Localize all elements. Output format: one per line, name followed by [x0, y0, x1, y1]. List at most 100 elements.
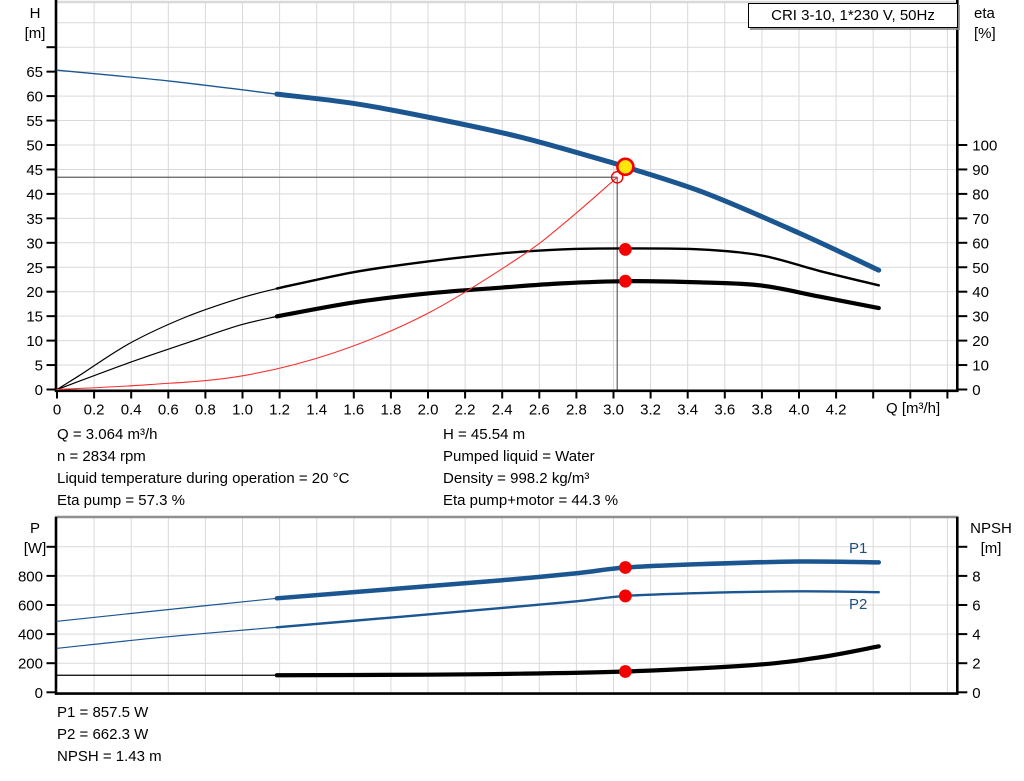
x-axis-title-flow: Q [m³/h]	[886, 400, 941, 417]
tick-label-x: 1.6	[343, 402, 364, 419]
tick-label-x: 0.4	[121, 402, 142, 419]
tick-label-left: 0	[35, 685, 43, 702]
power-axis-unit: [W]	[23, 540, 47, 557]
tick-label-x: 4.2	[826, 402, 847, 419]
eta-axis-symbol: eta	[974, 5, 995, 22]
curve-eta-pump-motor-curve-ext	[56, 315, 278, 391]
info-p2: P2 = 662.3 W	[57, 726, 149, 743]
tick-label-right: 90	[972, 162, 989, 179]
tick-label-right: 40	[972, 284, 989, 301]
curve-eta-pump-motor-curve	[274, 279, 881, 319]
tick-label-x: 2.2	[455, 402, 476, 419]
curve-p1-curve-ext	[56, 597, 278, 622]
tick-label-x: 4.0	[789, 402, 810, 419]
tick-label-left: 0	[35, 382, 43, 399]
head-axis-symbol: H	[29, 5, 41, 22]
tick-label-right: 0	[972, 685, 980, 702]
p1-curve-label: P1	[849, 540, 868, 557]
p1-point-marker[interactable]	[618, 561, 632, 574]
tick-label-x: 3.4	[677, 402, 698, 419]
tick-label-left: 800	[18, 568, 43, 585]
tick-label-x: 3.0	[603, 402, 624, 419]
info-eta-total: Eta pump+motor = 44.3 %	[443, 492, 619, 509]
tick-label-x: 1.8	[380, 402, 401, 419]
tick-label-left: 5	[35, 358, 43, 375]
tick-label-left: 45	[26, 162, 43, 179]
tick-label-left: 65	[26, 64, 43, 81]
y-left-axis-title-head: H [m]	[17, 4, 53, 44]
tick-label-left: 400	[18, 627, 43, 644]
tick-label-left: 15	[26, 309, 43, 326]
y-right-axis-title-eta: eta [%]	[974, 4, 1018, 44]
tick-label-left: 50	[26, 138, 43, 155]
p2-curve-label: P2	[849, 596, 868, 613]
curve-eta-pump-curve	[275, 247, 880, 290]
curve-npsh-curve	[274, 644, 881, 678]
tick-label-left: 20	[26, 284, 43, 301]
tick-label-x: 0.8	[195, 402, 216, 419]
info-temperature: Liquid temperature during operation = 20…	[57, 470, 350, 487]
info-eta-pump: Eta pump = 57.3 %	[57, 492, 185, 509]
tick-label-right: 30	[972, 309, 989, 326]
info-npsh: NPSH = 1.43 m	[57, 748, 162, 765]
tick-label-x: 3.6	[714, 402, 735, 419]
npsh-point-marker[interactable]	[618, 665, 632, 678]
y-left-axis-title-power: P [W]	[17, 519, 53, 559]
tick-label-x: 0.6	[158, 402, 179, 419]
tick-label-x: 1.2	[269, 402, 290, 419]
info-flow: Q = 3.064 m³/h	[57, 426, 158, 443]
tick-label-right: 50	[972, 260, 989, 277]
info-density: Density = 998.2 kg/m³	[443, 470, 590, 487]
tick-label-left: 35	[26, 211, 43, 228]
tick-label-x: 2.8	[566, 402, 587, 419]
p2-point-marker[interactable]	[618, 589, 632, 603]
tick-label-left: 60	[26, 89, 43, 106]
tick-label-right: 8	[972, 568, 980, 585]
tick-label-x: 3.8	[751, 402, 772, 419]
npsh-axis-symbol: NPSH	[970, 520, 1012, 537]
curve-head-curve-ext	[56, 69, 278, 95]
head-axis-unit: [m]	[24, 25, 46, 42]
tick-label-x: 2.4	[492, 402, 513, 419]
tick-label-right: 2	[972, 656, 980, 673]
tick-label-right: 70	[972, 211, 989, 228]
y-right-axis-title-npsh: NPSH [m]	[961, 519, 1021, 559]
duty-point-marker[interactable]	[616, 157, 635, 177]
tick-label-right: 10	[972, 358, 989, 375]
info-speed: n = 2834 rpm	[57, 448, 146, 465]
eta-pump-point-marker[interactable]	[618, 243, 632, 256]
tick-label-right: 80	[972, 186, 989, 203]
tick-label-x: 3.2	[640, 402, 661, 419]
tick-label-right: 100	[972, 138, 997, 155]
tick-label-right: 4	[972, 627, 980, 644]
chart-title-box: CRI 3-10, 1*230 V, 50Hz	[748, 3, 958, 28]
npsh-axis-unit: [m]	[980, 540, 1002, 557]
tick-label-left: 40	[26, 186, 43, 203]
tick-label-left: 200	[18, 656, 43, 673]
tick-label-right: 60	[972, 235, 989, 252]
tick-label-left: 25	[26, 260, 43, 277]
curve-p2-curve-ext	[56, 626, 278, 649]
curve-eta-pump-curve-ext	[56, 287, 278, 391]
tick-label-x: 1.4	[306, 402, 327, 419]
curve-p1-curve	[274, 559, 882, 601]
info-liquid: Pumped liquid = Water	[443, 448, 595, 465]
tick-label-left: 30	[26, 235, 43, 252]
eta-axis-unit: [%]	[974, 25, 996, 42]
tick-label-right: 20	[972, 333, 989, 350]
curve-system-curve	[56, 176, 618, 391]
tick-label-left: 10	[26, 333, 43, 350]
requested-point-marker[interactable]	[610, 170, 624, 184]
tick-label-left: 600	[18, 598, 43, 615]
tick-label-x: 2.0	[418, 402, 439, 419]
tick-label-x: 2.6	[529, 402, 550, 419]
eta-pump-motor-point-marker[interactable]	[618, 274, 632, 288]
info-head: H = 45.54 m	[443, 426, 526, 443]
power-axis-symbol: P	[29, 520, 40, 537]
tick-label-left: 55	[26, 113, 43, 130]
tick-label-x: 0	[53, 402, 61, 419]
curve-head-curve	[274, 91, 882, 273]
tick-label-x: 0.2	[84, 402, 105, 419]
